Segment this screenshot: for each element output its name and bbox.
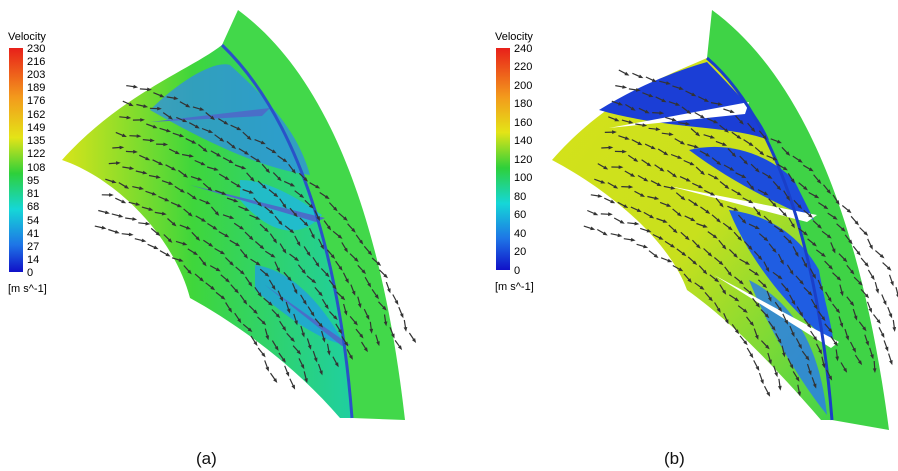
- tick-label: 203: [27, 70, 45, 81]
- tick-label: 68: [27, 202, 39, 213]
- velocity-arrow-head: [121, 200, 126, 204]
- velocity-arrow-head: [404, 327, 408, 332]
- velocity-arrow-head: [622, 85, 627, 89]
- legend-title-a: Velocity: [8, 31, 46, 43]
- velocity-arrow-head: [756, 366, 760, 371]
- velocity-arrow-head: [118, 214, 123, 218]
- tick-label: 0: [27, 268, 33, 279]
- velocity-field-a: [0, 0, 449, 471]
- velocity-arrow-head: [115, 230, 120, 234]
- velocity-arrow-head: [631, 238, 636, 242]
- velocity-arrow-head: [608, 212, 613, 216]
- tick-label: 230: [27, 44, 45, 55]
- tick-label: 220: [514, 62, 532, 73]
- velocity-arrow-head: [387, 288, 391, 293]
- velocity-arrow-head: [590, 227, 595, 231]
- legend-unit-b: [m s^-1]: [495, 281, 534, 293]
- velocity-arrow-head: [869, 245, 873, 250]
- velocity-arrow-head: [881, 333, 885, 338]
- caption-b: (b): [664, 449, 685, 469]
- tick-label: 108: [27, 163, 45, 174]
- velocity-arrow-head: [105, 211, 110, 215]
- velocity-arrow-head: [624, 72, 629, 76]
- velocity-arrow-head: [774, 372, 778, 377]
- velocity-arrow-head: [132, 217, 137, 221]
- legend-title-b: Velocity: [495, 31, 533, 43]
- tick-label: 122: [27, 149, 45, 160]
- tick-label: 60: [514, 210, 526, 221]
- velocity-arrow-head: [129, 233, 134, 237]
- colorbar-a: [9, 48, 23, 272]
- velocity-arrow-head: [638, 75, 643, 79]
- tick-label: 180: [514, 99, 532, 110]
- velocity-arrow-head: [265, 367, 269, 372]
- velocity-arrow-head: [652, 78, 657, 82]
- velocity-arrow-head: [890, 281, 894, 286]
- tick-label: 162: [27, 110, 45, 121]
- tick-label: 80: [514, 192, 526, 203]
- panel-b: Velocity 240 220 200 180 160 140 120 100…: [449, 0, 898, 471]
- tick-label: 20: [514, 247, 526, 258]
- velocity-arrow-head: [892, 327, 896, 332]
- velocity-arrow-head: [889, 360, 893, 365]
- velocity-arrow-head: [620, 220, 625, 224]
- velocity-arrow-head: [598, 194, 603, 198]
- tick-label: 100: [514, 173, 532, 184]
- tick-label: 95: [27, 176, 39, 187]
- tick-label: 40: [514, 229, 526, 240]
- velocity-arrow-head: [889, 313, 893, 318]
- velocity-arrow-head: [291, 385, 295, 390]
- tick-label: 120: [514, 155, 532, 166]
- velocity-arrow-head: [749, 353, 753, 358]
- panel-a: Velocity 230 216 203 189 176 162 149 135…: [0, 0, 449, 471]
- velocity-arrow-head: [871, 275, 875, 280]
- velocity-arrow-head: [142, 239, 147, 243]
- velocity-arrow-head: [154, 246, 159, 250]
- tick-label: 54: [27, 216, 39, 227]
- velocity-arrow-head: [593, 212, 598, 216]
- tick-label: 41: [27, 229, 39, 240]
- tick-label: 27: [27, 242, 39, 253]
- velocity-arrow-head: [634, 222, 639, 226]
- velocity-arrow-head: [395, 300, 399, 305]
- tick-label: 240: [514, 44, 532, 55]
- tick-label: 189: [27, 83, 45, 94]
- velocity-arrow-head: [883, 301, 887, 306]
- velocity-arrow-head: [603, 232, 608, 236]
- legend-unit-a: [m s^-1]: [8, 283, 47, 295]
- velocity-arrow-head: [778, 386, 782, 391]
- tick-label: 14: [27, 255, 39, 266]
- velocity-arrow-head: [400, 313, 404, 318]
- tick-label: 176: [27, 96, 45, 107]
- colorbar-b: [496, 48, 510, 270]
- tick-label: 160: [514, 118, 532, 129]
- tick-label: 149: [27, 123, 45, 134]
- velocity-arrow-head: [109, 193, 114, 197]
- velocity-arrow-head: [102, 226, 107, 230]
- tick-label: 81: [27, 189, 39, 200]
- tick-label: 140: [514, 136, 532, 147]
- velocity-arrow-head: [875, 289, 879, 294]
- velocity-arrow-head: [253, 341, 257, 346]
- tick-label: 135: [27, 136, 45, 147]
- velocity-arrow-head: [766, 392, 770, 397]
- velocity-arrow-head: [133, 85, 138, 89]
- tick-label: 216: [27, 57, 45, 68]
- velocity-arrow-head: [643, 245, 648, 249]
- velocity-arrow-head: [286, 372, 289, 377]
- velocity-arrow-head: [760, 379, 764, 384]
- tick-label: 200: [514, 81, 532, 92]
- velocity-arrow-head: [885, 347, 889, 352]
- velocity-arrow-head: [869, 308, 872, 313]
- tick-label: 0: [514, 266, 520, 277]
- caption-a: (a): [196, 449, 217, 469]
- velocity-arrow-head: [618, 233, 623, 237]
